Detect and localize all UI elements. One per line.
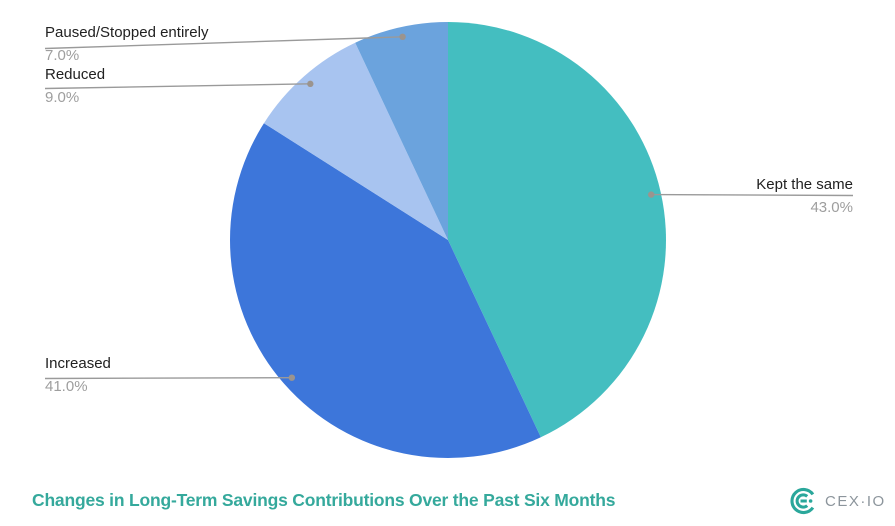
slice-label: Reduced [45,66,106,83]
slice-value: 43.0% [810,199,853,216]
callout-line-0 [651,193,854,197]
cexio-logo-icon [790,487,815,515]
callout-line-2 [44,83,311,90]
pie-slice-1 [230,123,541,458]
slice-label: Increased [45,355,111,372]
callout-dot-1 [288,374,296,381]
slice-label: Paused/Stopped entirely [45,24,209,41]
callout-dot-0 [647,191,655,198]
pie-slice-3 [355,22,448,240]
pie-slice-0 [448,22,666,438]
callout-paused-stopped: Paused/Stopped entirely 7.0% [45,24,208,65]
pie-chart [44,22,854,458]
slice-value: 41.0% [45,378,88,395]
callout-dot-3 [399,33,406,41]
callout-dot-2 [307,80,314,88]
slice-value: 9.0% [45,89,80,106]
callout-increased: Increased 41.0% [45,355,111,396]
callout-kept-the-same: Kept the same 43.0% [756,176,853,217]
slice-label: Kept the same [756,176,853,193]
callout-line-3 [44,36,403,50]
brand-logo: CEX·IO [789,486,886,516]
brand-wordmark: CEX·IO [825,492,886,510]
slice-value: 7.0% [45,47,80,64]
pie-slice-2 [263,42,448,240]
callout-reduced: Reduced 9.0% [45,66,105,107]
chart-title: Changes in Long-Term Savings Contributio… [32,490,616,510]
callout-line-1 [44,376,292,380]
